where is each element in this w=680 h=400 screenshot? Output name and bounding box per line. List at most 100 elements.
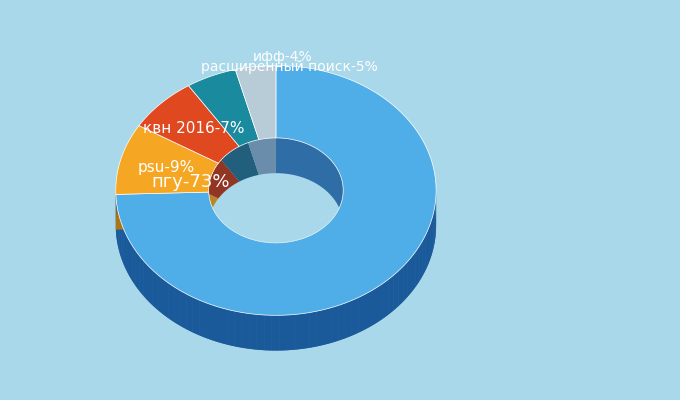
Polygon shape bbox=[231, 229, 233, 266]
Polygon shape bbox=[148, 266, 153, 306]
Polygon shape bbox=[238, 234, 241, 270]
Polygon shape bbox=[426, 230, 428, 270]
Polygon shape bbox=[212, 207, 213, 244]
Polygon shape bbox=[265, 242, 268, 278]
Polygon shape bbox=[333, 216, 335, 253]
Polygon shape bbox=[192, 297, 199, 335]
Polygon shape bbox=[296, 240, 299, 276]
Polygon shape bbox=[163, 279, 169, 318]
Polygon shape bbox=[214, 211, 216, 249]
Polygon shape bbox=[305, 236, 308, 273]
Polygon shape bbox=[233, 231, 236, 268]
Polygon shape bbox=[422, 235, 426, 276]
Polygon shape bbox=[293, 240, 296, 276]
Polygon shape bbox=[243, 236, 247, 273]
Polygon shape bbox=[277, 243, 281, 278]
Polygon shape bbox=[408, 256, 412, 296]
Polygon shape bbox=[116, 66, 436, 315]
Polygon shape bbox=[284, 242, 287, 278]
Polygon shape bbox=[250, 239, 252, 275]
Polygon shape bbox=[329, 220, 331, 258]
Polygon shape bbox=[236, 232, 238, 269]
Polygon shape bbox=[388, 275, 394, 315]
Polygon shape bbox=[398, 266, 403, 306]
Polygon shape bbox=[271, 243, 274, 278]
Polygon shape bbox=[287, 242, 290, 278]
Polygon shape bbox=[226, 226, 228, 263]
Polygon shape bbox=[118, 212, 120, 253]
Polygon shape bbox=[256, 314, 265, 350]
Polygon shape bbox=[302, 312, 309, 349]
Polygon shape bbox=[153, 270, 158, 310]
Polygon shape bbox=[139, 86, 239, 163]
Polygon shape bbox=[279, 315, 287, 350]
Polygon shape bbox=[294, 314, 302, 350]
Polygon shape bbox=[323, 226, 325, 263]
Polygon shape bbox=[358, 294, 365, 333]
Polygon shape bbox=[339, 207, 340, 244]
Polygon shape bbox=[365, 291, 371, 330]
Polygon shape bbox=[211, 204, 212, 242]
Polygon shape bbox=[432, 212, 434, 254]
Polygon shape bbox=[328, 222, 329, 259]
Polygon shape bbox=[169, 283, 174, 322]
Polygon shape bbox=[227, 309, 235, 346]
Polygon shape bbox=[335, 214, 336, 251]
Polygon shape bbox=[216, 214, 217, 251]
Polygon shape bbox=[188, 70, 259, 146]
Polygon shape bbox=[265, 315, 272, 350]
Polygon shape bbox=[430, 218, 432, 259]
Polygon shape bbox=[116, 161, 218, 230]
Polygon shape bbox=[340, 204, 341, 242]
Polygon shape bbox=[217, 216, 219, 253]
Polygon shape bbox=[132, 246, 136, 286]
Polygon shape bbox=[242, 312, 249, 349]
Polygon shape bbox=[247, 238, 250, 274]
Polygon shape bbox=[210, 202, 211, 240]
Polygon shape bbox=[228, 228, 231, 264]
Polygon shape bbox=[199, 300, 206, 338]
Polygon shape bbox=[126, 235, 129, 276]
Polygon shape bbox=[331, 306, 338, 343]
Polygon shape bbox=[415, 246, 420, 286]
Polygon shape bbox=[136, 251, 139, 291]
Polygon shape bbox=[262, 242, 265, 277]
Polygon shape bbox=[158, 275, 163, 314]
Polygon shape bbox=[129, 240, 132, 281]
Polygon shape bbox=[235, 101, 276, 175]
Polygon shape bbox=[186, 294, 192, 332]
Polygon shape bbox=[220, 220, 222, 257]
Polygon shape bbox=[120, 218, 122, 259]
Text: квн 2016-7%: квн 2016-7% bbox=[143, 121, 245, 136]
Polygon shape bbox=[412, 251, 415, 292]
Polygon shape bbox=[336, 212, 337, 249]
Text: расширенный поиск-5%: расширенный поиск-5% bbox=[201, 60, 378, 74]
Polygon shape bbox=[252, 240, 256, 276]
Polygon shape bbox=[220, 308, 227, 345]
Polygon shape bbox=[174, 287, 180, 326]
Polygon shape bbox=[219, 218, 220, 255]
Polygon shape bbox=[324, 308, 331, 345]
Polygon shape bbox=[188, 105, 259, 182]
Polygon shape bbox=[139, 256, 143, 296]
Polygon shape bbox=[394, 271, 398, 310]
Polygon shape bbox=[222, 222, 224, 259]
Polygon shape bbox=[428, 224, 430, 265]
Polygon shape bbox=[116, 200, 117, 242]
Polygon shape bbox=[331, 218, 333, 256]
Polygon shape bbox=[403, 261, 408, 301]
Polygon shape bbox=[311, 234, 313, 270]
Text: psu-9%: psu-9% bbox=[137, 160, 194, 175]
Polygon shape bbox=[122, 224, 124, 264]
Polygon shape bbox=[116, 126, 218, 194]
Polygon shape bbox=[274, 243, 277, 278]
Polygon shape bbox=[383, 280, 388, 319]
Polygon shape bbox=[224, 224, 226, 261]
Polygon shape bbox=[290, 241, 293, 277]
Polygon shape bbox=[213, 209, 214, 246]
Polygon shape bbox=[317, 310, 324, 346]
Polygon shape bbox=[321, 228, 323, 265]
Polygon shape bbox=[281, 242, 284, 278]
Polygon shape bbox=[371, 287, 377, 326]
Text: пгу-73%: пгу-73% bbox=[152, 173, 230, 191]
